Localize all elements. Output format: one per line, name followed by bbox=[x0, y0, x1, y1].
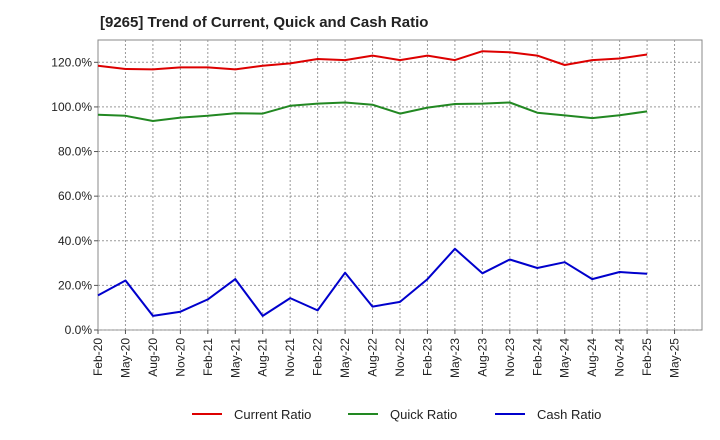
y-axis: 0.0% 20.0% 40.0% 60.0% 80.0% 100.0% 120.0% bbox=[51, 55, 98, 337]
x-tick-label: Aug-20 bbox=[146, 338, 160, 377]
x-tick-label: Nov-20 bbox=[173, 338, 187, 377]
y-tick-label: 20.0% bbox=[58, 278, 92, 292]
legend-label: Current Ratio bbox=[234, 407, 311, 422]
x-tick-label: Feb-20 bbox=[91, 338, 105, 376]
grid-lines bbox=[98, 40, 702, 331]
y-tick-label: 40.0% bbox=[58, 234, 92, 248]
x-tick-label: May-24 bbox=[558, 338, 572, 378]
y-tick-label: 60.0% bbox=[58, 189, 92, 203]
x-tick-label: Aug-23 bbox=[475, 338, 489, 377]
y-tick-label: 0.0% bbox=[65, 323, 93, 337]
x-tick-label: Feb-22 bbox=[311, 338, 325, 376]
x-tick-label: Aug-21 bbox=[256, 338, 270, 377]
x-tick-label: Nov-23 bbox=[503, 338, 517, 377]
y-tick-label: 100.0% bbox=[51, 100, 92, 114]
x-tick-label: Aug-24 bbox=[585, 338, 599, 377]
x-tick-label: May-23 bbox=[448, 338, 462, 378]
x-tick-label: Nov-21 bbox=[283, 338, 297, 377]
x-tick-label: May-22 bbox=[338, 338, 352, 378]
x-tick-label: Feb-21 bbox=[201, 338, 215, 376]
x-tick-label: Feb-23 bbox=[420, 338, 434, 376]
x-tick-label: Feb-25 bbox=[640, 338, 654, 376]
x-tick-label: Nov-24 bbox=[613, 338, 627, 377]
chart-title: [9265] Trend of Current, Quick and Cash … bbox=[100, 14, 429, 31]
x-tick-label: May-21 bbox=[228, 338, 242, 378]
y-tick-label: 80.0% bbox=[58, 145, 92, 159]
series-line-cash-ratio bbox=[97, 247, 648, 317]
legend-label: Cash Ratio bbox=[537, 407, 601, 422]
legend-label: Quick Ratio bbox=[390, 407, 457, 422]
x-tick-label: May-25 bbox=[668, 338, 682, 378]
x-axis: Feb-20 May-20 Aug-20 Nov-20 Feb-21 May-21 Aug-… bbox=[91, 330, 682, 378]
x-tick-label: Aug-22 bbox=[366, 338, 380, 377]
series-line-quick-ratio bbox=[97, 101, 648, 122]
series-lines bbox=[97, 50, 648, 317]
x-tick-label: Feb-24 bbox=[530, 338, 544, 376]
y-tick-label: 120.0% bbox=[51, 55, 92, 69]
x-tick-label: May-20 bbox=[118, 338, 132, 378]
legend: Current Ratio Quick Ratio Cash Ratio bbox=[192, 407, 601, 422]
series-line-current-ratio bbox=[97, 50, 648, 71]
x-tick-label: Nov-22 bbox=[393, 338, 407, 377]
